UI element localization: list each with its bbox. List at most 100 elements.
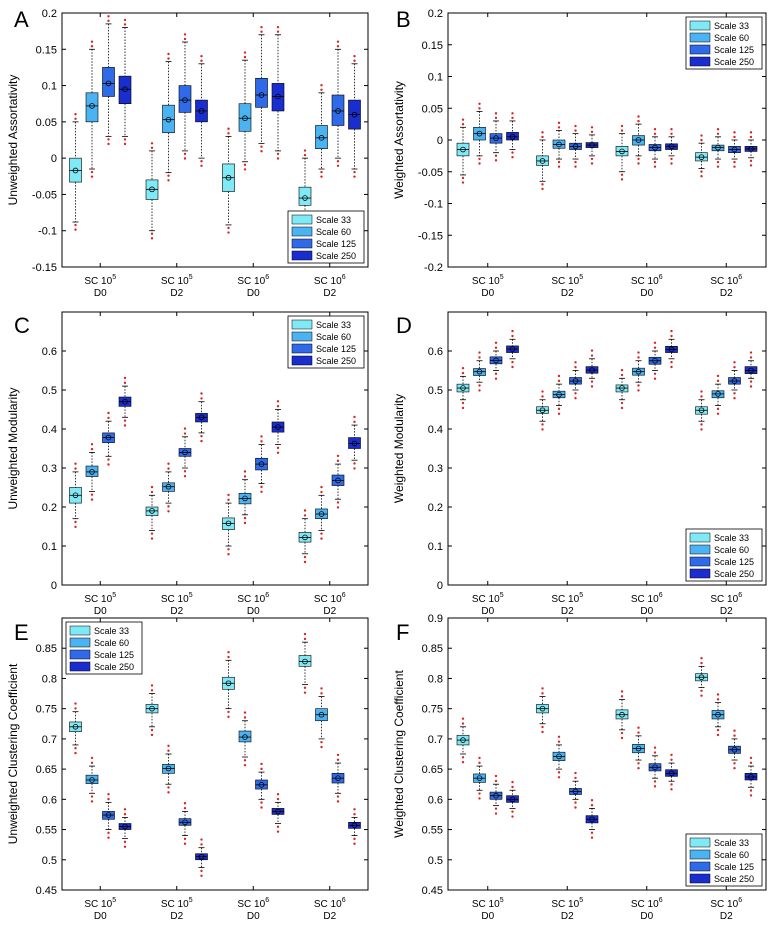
legend-swatch xyxy=(689,44,711,55)
y-tick-label: 0.65 xyxy=(36,764,57,776)
x-tick-label: SC 106 xyxy=(237,274,269,287)
y-tick-label: 0.3 xyxy=(428,463,443,475)
legend-swatch xyxy=(689,837,711,848)
y-tick-label: 0.1 xyxy=(428,541,443,553)
box-scale-125 xyxy=(102,15,115,146)
x-tick-label: D0 xyxy=(247,606,260,617)
legend-swatch xyxy=(69,637,91,648)
box-scale-250 xyxy=(348,54,361,178)
box-scale-250 xyxy=(348,808,361,845)
legend-swatch xyxy=(689,861,711,872)
y-tick-label: 0.5 xyxy=(428,385,443,397)
box-scale-250 xyxy=(585,349,599,388)
x-tick-label: SC 106 xyxy=(237,897,269,910)
box-scale-33 xyxy=(456,366,470,410)
box-scale-125 xyxy=(331,454,345,509)
panel-label: F xyxy=(396,620,409,645)
y-tick-label: -0.1 xyxy=(424,199,443,211)
box-scale-33 xyxy=(222,650,235,719)
y-tick-label: 0.7 xyxy=(428,734,443,746)
x-tick-label: D2 xyxy=(561,911,574,922)
box-scale-60 xyxy=(632,726,645,770)
axes-frame xyxy=(447,617,767,891)
box-scale-125 xyxy=(489,774,503,815)
x-tick-label: D2 xyxy=(720,606,733,617)
box-scale-33 xyxy=(69,702,82,755)
y-tick-label: 0.65 xyxy=(422,764,443,776)
box-scale-125 xyxy=(728,131,741,168)
box-scale-33 xyxy=(615,690,629,740)
box-scale-33 xyxy=(69,113,82,231)
y-tick-label: 0 xyxy=(437,135,443,147)
panel-label: E xyxy=(14,620,29,645)
y-tick-label: 0 xyxy=(51,153,57,165)
x-tick-label: SC 106 xyxy=(314,274,346,287)
legend-swatch xyxy=(689,32,711,43)
box-scale-250 xyxy=(585,126,599,165)
y-tick-label: -0.2 xyxy=(424,262,443,274)
box-scale-60 xyxy=(315,485,328,540)
y-tick-label: -0.15 xyxy=(32,262,57,274)
axes-frame xyxy=(61,617,369,891)
box-scale-125 xyxy=(648,128,662,168)
box-scale-60 xyxy=(552,374,566,415)
x-tick-label: D2 xyxy=(323,606,336,617)
box-scale-33 xyxy=(615,368,629,410)
box-scale-33 xyxy=(298,509,312,564)
legend-swatch xyxy=(291,331,313,342)
y-axis-label: Weighted Assortativity xyxy=(392,81,406,199)
legend-swatch xyxy=(291,319,313,330)
x-tick-label: D0 xyxy=(94,606,107,617)
box-scale-125 xyxy=(489,112,503,162)
legend: Scale 33 Scale 60 Scale 125 Scale 250 xyxy=(685,16,763,70)
y-tick-label: 0.85 xyxy=(422,643,443,655)
legend-entry: Scale 33 xyxy=(94,626,129,636)
y-tick-label: 0.2 xyxy=(42,8,57,20)
y-tick-label: 0 xyxy=(51,580,57,592)
legend-entry: Scale 60 xyxy=(714,850,749,860)
legend-entry: Scale 125 xyxy=(714,45,754,55)
box-scale-60 xyxy=(162,744,175,794)
box-scale-60 xyxy=(552,121,566,168)
box-scale-33 xyxy=(695,656,708,697)
legend-swatch xyxy=(291,250,313,261)
y-tick-label: 0.4 xyxy=(42,424,57,436)
y-tick-label: 0.2 xyxy=(428,8,443,20)
panel-B: B -0.2 -0.15 -0.1 -0.05 0 0.05 0.1 0.15 0.2 Weight… xyxy=(392,7,767,299)
y-tick-label: 0.15 xyxy=(422,40,443,52)
legend-entry: Scale 250 xyxy=(316,356,356,366)
box-scale-60 xyxy=(238,51,252,171)
legend-swatch xyxy=(291,355,313,366)
legend-entry: Scale 125 xyxy=(316,344,356,354)
legend-entry: Scale 33 xyxy=(714,838,749,848)
legend-swatch xyxy=(689,532,711,543)
box-scale-60 xyxy=(711,128,725,168)
legend-entry: Scale 250 xyxy=(94,662,134,672)
y-tick-label: 0.2 xyxy=(42,502,57,514)
box-scale-33 xyxy=(298,632,312,694)
box-scale-250 xyxy=(744,131,758,167)
y-tick-label: 0.55 xyxy=(422,825,443,837)
x-tick-label: D0 xyxy=(640,911,653,922)
y-tick-label: 0.5 xyxy=(428,855,443,867)
y-axis-label: Weighted Modularity xyxy=(392,394,406,503)
x-tick-label: D0 xyxy=(481,606,494,617)
box-scale-125 xyxy=(255,435,268,493)
legend-swatch xyxy=(689,20,711,31)
panel-label: A xyxy=(14,7,29,32)
box-scale-250 xyxy=(118,808,132,848)
legend-swatch xyxy=(689,849,711,860)
box-scale-60 xyxy=(711,693,725,737)
box-scale-125 xyxy=(102,411,115,466)
legend-entry: Scale 33 xyxy=(316,320,351,330)
box-scale-125 xyxy=(331,753,345,803)
x-tick-label: D0 xyxy=(94,911,107,922)
x-tick-label: SC 105 xyxy=(84,274,116,287)
box-scale-60 xyxy=(85,756,99,803)
legend-entry: Scale 33 xyxy=(714,21,749,31)
box-scale-125 xyxy=(648,341,662,380)
box-scale-60 xyxy=(85,40,99,178)
legend: Scale 33 Scale 60 Scale 125 Scale 250 xyxy=(65,621,143,675)
x-tick-label: D2 xyxy=(720,288,733,299)
legend-swatch xyxy=(69,625,91,636)
